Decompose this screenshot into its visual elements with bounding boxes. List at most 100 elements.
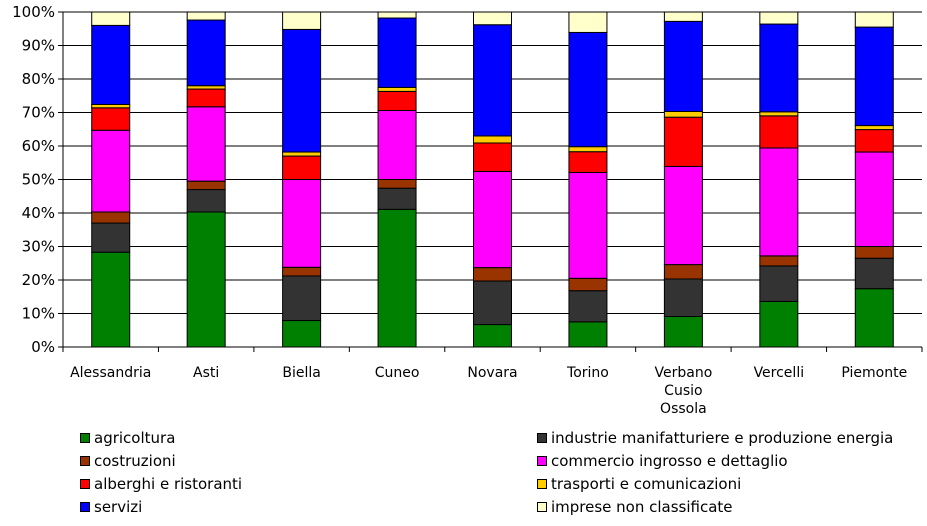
legend-item: servizi <box>80 497 537 517</box>
legend-swatch <box>80 502 90 512</box>
legend-label: commercio ingrosso e dettaglio <box>551 452 788 470</box>
bar-segment <box>568 31 608 148</box>
bar-segment <box>854 288 894 348</box>
y-tick-label: 60% <box>22 137 55 155</box>
bar-segment <box>473 142 512 172</box>
bar-segment <box>663 116 703 167</box>
legend-swatch <box>537 456 547 466</box>
bar-segment <box>282 28 322 153</box>
bar-segment <box>568 321 608 348</box>
bar-segment <box>377 11 417 19</box>
legend-label: costruzioni <box>94 452 176 470</box>
bar-segment <box>663 165 703 266</box>
bar-segment <box>568 171 608 279</box>
x-category-labels: Alessandria Asti Biella Cuneo Novara Torino Ve… <box>70 365 907 417</box>
bar-segment <box>759 255 799 267</box>
bar-segment <box>663 11 703 22</box>
bar-segment <box>854 151 894 247</box>
y-tick-label: 0% <box>31 338 55 356</box>
bar-segment <box>282 320 322 348</box>
y-tick-label: 10% <box>22 305 55 323</box>
bar-segment <box>473 170 512 269</box>
x-category-label: Asti <box>193 365 219 381</box>
bar-segment <box>854 125 894 131</box>
x-category-label: Novara <box>467 365 517 381</box>
bar-segment <box>473 267 512 282</box>
legend-swatch <box>80 479 90 489</box>
x-category-label: Torino <box>566 365 609 381</box>
x-category-label: Vercelli <box>754 365 805 381</box>
bar-segment <box>663 278 703 318</box>
bar-segment <box>759 300 799 348</box>
bar-segment <box>282 266 322 277</box>
legend-swatch <box>537 433 547 443</box>
legend-swatch <box>537 479 547 489</box>
bar-segment <box>568 290 608 323</box>
legend: agricoltura industrie manifatturiere e pr… <box>80 428 920 517</box>
bar-segment <box>854 26 894 127</box>
x-category-label: Verbano <box>655 365 713 381</box>
bar-segment <box>186 106 226 182</box>
bar-segment <box>663 264 703 280</box>
bar-segment <box>282 11 322 30</box>
legend-swatch <box>80 456 90 466</box>
x-category-label: Piemonte <box>841 365 907 381</box>
bar-segment <box>568 11 608 33</box>
legend-item: industrie manifatturiere e produzione en… <box>537 428 920 448</box>
bar-segment <box>377 109 417 180</box>
bar-segment <box>759 111 799 117</box>
bar-segment <box>91 129 131 213</box>
bar-segment <box>186 88 226 108</box>
bar-segment <box>759 147 799 257</box>
bar-segment <box>282 275 322 322</box>
bar-segment <box>91 211 131 224</box>
legend-label: servizi <box>94 498 143 516</box>
x-category-label: Alessandria <box>70 365 151 381</box>
y-tick-label: 70% <box>22 104 55 122</box>
bar-segment <box>473 280 512 326</box>
bar-segment <box>568 151 608 173</box>
bar-segment <box>91 222 131 253</box>
bar-segment <box>186 11 226 21</box>
bar-segment <box>568 146 608 153</box>
bar-segment <box>473 324 512 348</box>
legend-swatch <box>537 502 547 512</box>
y-tick-label: 40% <box>22 204 55 222</box>
y-tick-label: 90% <box>22 37 55 55</box>
bar-segment <box>186 85 226 90</box>
bar-segment <box>186 211 226 348</box>
x-category-label: Cusio <box>664 383 702 399</box>
y-tick-label: 30% <box>22 238 55 256</box>
axes <box>58 11 923 352</box>
bar-segment <box>186 189 226 213</box>
y-tick-label: 50% <box>22 171 55 189</box>
bar-segments <box>91 11 894 348</box>
legend-swatch <box>80 433 90 443</box>
bar-segment <box>91 24 131 105</box>
legend-item: costruzioni <box>80 451 537 471</box>
y-tick-labels: 0% 10% 20% 30% 40% 50% 60% 70% 80% 90% 100% <box>12 3 55 356</box>
bar-segment <box>377 208 417 348</box>
legend-label: imprese non classificate <box>551 498 733 516</box>
y-tick-label: 20% <box>22 271 55 289</box>
bar-segment <box>473 24 512 137</box>
bar-segment <box>282 155 322 181</box>
x-category-label: Cuneo <box>375 365 420 381</box>
bar-segment <box>91 107 131 131</box>
bar-segment <box>759 115 799 149</box>
bar-segment <box>854 129 894 153</box>
bar-segment <box>759 23 799 113</box>
bar-segment <box>91 103 131 109</box>
legend-item: imprese non classificate <box>537 497 920 517</box>
bar-segment <box>91 251 131 348</box>
bar-segment <box>568 277 608 292</box>
bar-segment <box>663 316 703 348</box>
bar-segment <box>186 19 226 87</box>
bar-segment <box>663 110 703 118</box>
bar-segment <box>473 135 512 144</box>
legend-item: agricoltura <box>80 428 537 448</box>
bar-segment <box>282 179 322 268</box>
legend-item: alberghi e ristoranti <box>80 474 537 494</box>
bar-segment <box>759 11 799 25</box>
